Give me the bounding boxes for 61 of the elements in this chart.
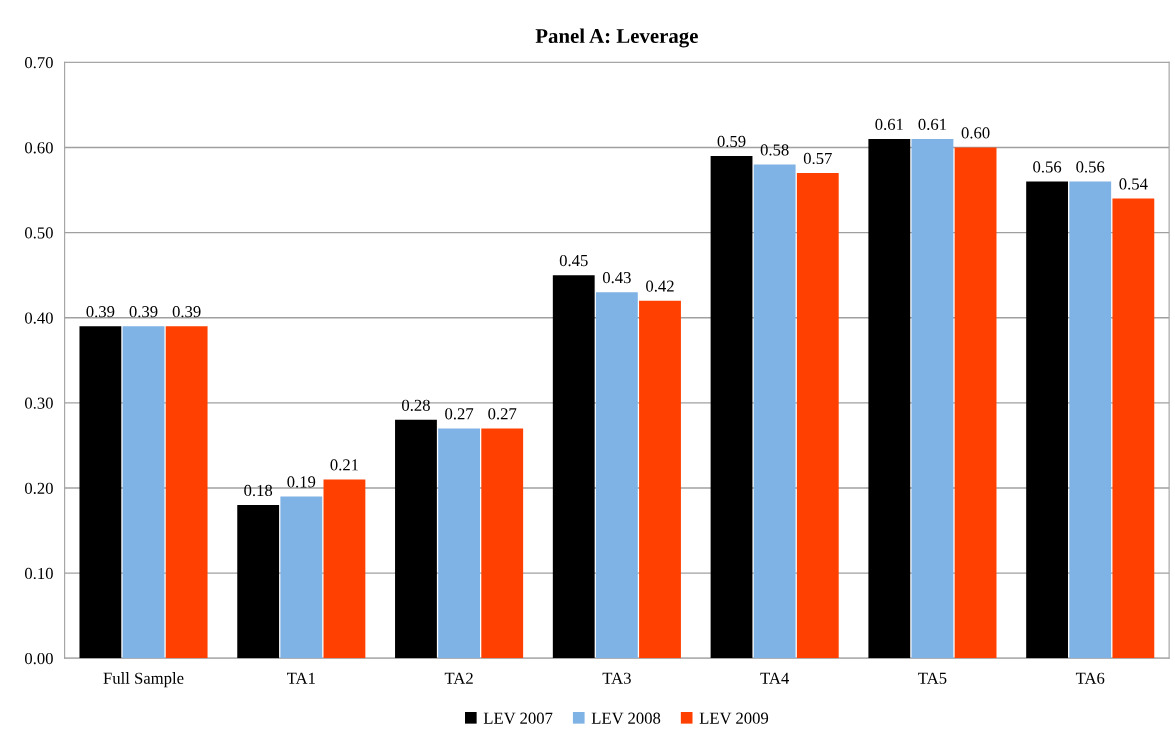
data-label: 0.19 [287,476,316,488]
x-tick-label: TA6 [1075,672,1105,684]
y-tick-label: 0.30 [24,397,53,409]
bar [1069,181,1112,659]
x-tick-label: TA4 [760,672,790,684]
legend-label: LEV 2007 [483,712,553,724]
y-tick-label: 0.20 [24,482,53,494]
data-label: 0.21 [330,459,359,471]
data-label: 0.39 [172,306,201,318]
data-label: 0.43 [602,271,631,284]
bar [280,496,323,659]
bar [595,292,638,659]
bar [122,326,165,659]
data-label: 0.60 [961,127,990,139]
data-label: 0.61 [918,118,947,131]
bar [911,138,954,659]
bar [753,164,796,659]
bar [395,419,437,659]
bar [323,479,366,659]
data-label: 0.18 [244,484,273,497]
data-label: 0.54 [1119,178,1148,190]
bar [868,138,911,659]
bar [1026,181,1069,659]
data-label: 0.56 [1076,161,1105,173]
y-tick-label: 0.60 [24,142,53,154]
y-tick-label: 0.50 [24,227,53,239]
data-label: 0.27 [488,408,517,420]
x-tick-label: TA2 [444,672,473,684]
data-label: 0.42 [646,280,674,292]
data-label: 0.39 [129,306,158,318]
data-label: 0.59 [717,135,746,148]
data-label: 0.39 [86,306,115,318]
data-label: 0.45 [559,254,588,267]
bar [710,155,753,659]
y-tick-label: 0.40 [24,312,53,324]
bar [237,505,280,659]
bar [79,326,122,659]
x-tick-label: TA3 [602,672,631,684]
legend-label: LEV 2008 [591,712,661,724]
data-label: 0.27 [445,408,474,420]
y-tick-label: 0.10 [24,567,53,580]
data-label: 0.56 [1033,161,1062,173]
x-tick-label: TA1 [287,672,315,684]
data-label: 0.58 [760,144,789,156]
bar [165,326,208,659]
data-label: 0.57 [803,152,832,165]
bar [639,300,681,659]
bar [552,275,595,659]
bar [438,428,481,659]
bar [796,172,839,659]
bar [481,428,524,659]
bar [954,147,997,659]
legend-label: LEV 2009 [699,712,769,724]
data-label: 0.61 [875,118,903,131]
x-tick-label: Full Sample [103,672,184,688]
y-tick-label: 0.70 [24,57,53,69]
bar [1112,198,1155,659]
chart-title: Panel A: Leverage [535,28,698,48]
x-tick-label: TA5 [918,672,947,684]
y-tick-label: 0.00 [24,652,53,665]
data-label: 0.28 [402,399,430,411]
